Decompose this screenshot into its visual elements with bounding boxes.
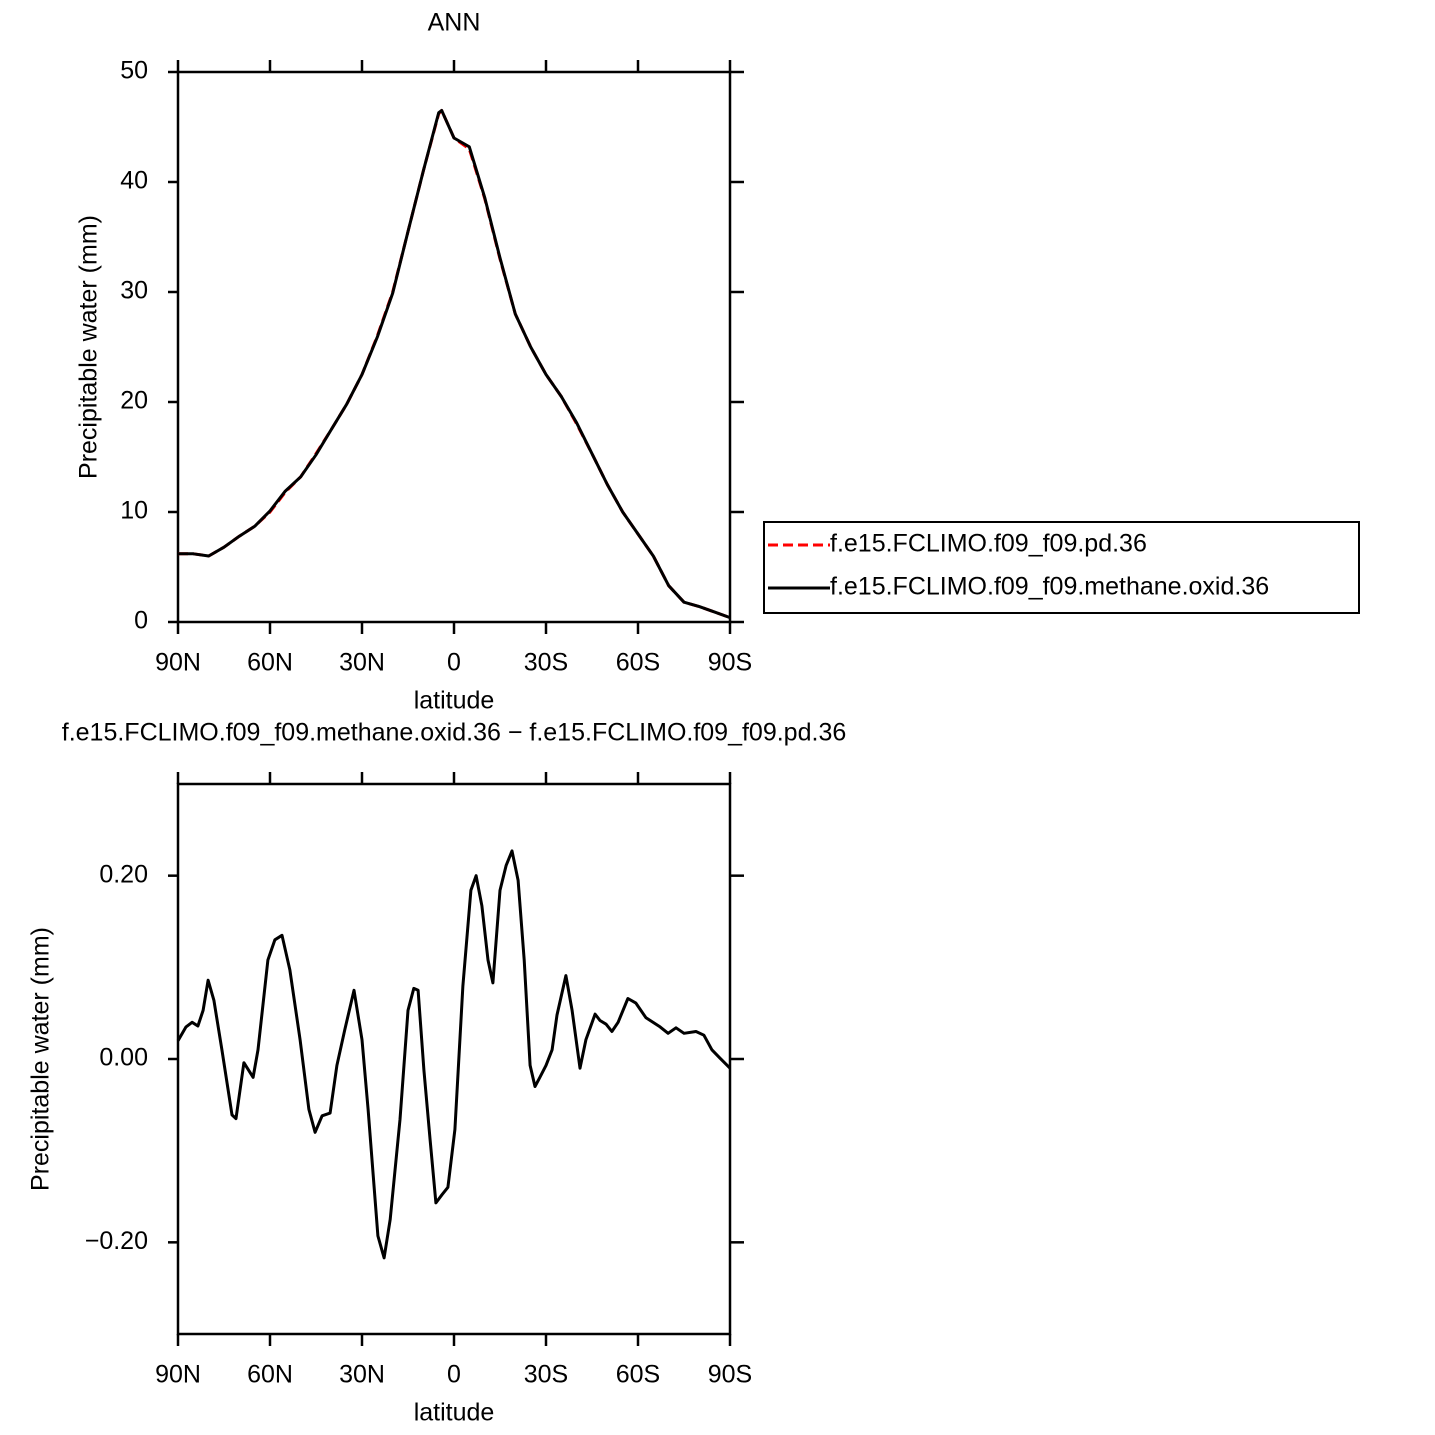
chart-title: ANN bbox=[428, 9, 481, 37]
x-tick-label: 90S bbox=[708, 649, 752, 677]
data-line bbox=[178, 109, 731, 620]
data-line bbox=[178, 109, 731, 620]
legend-label: f.e15.FCLIMO.f09_f09.pd.36 bbox=[830, 530, 1147, 558]
y-tick-label: 0.00 bbox=[99, 1044, 148, 1072]
x-tick-label: 30S bbox=[524, 649, 568, 677]
y-tick-label: 40 bbox=[120, 167, 148, 195]
data-line bbox=[176, 849, 732, 1260]
x-tick-label: 90S bbox=[708, 1361, 752, 1389]
x-tick-label: 30N bbox=[339, 649, 385, 677]
x-tick-label: 60S bbox=[616, 649, 660, 677]
x-tick-label: 90N bbox=[155, 649, 201, 677]
y-axis-label: Precipitable water (mm) bbox=[75, 215, 103, 479]
x-tick-label: 90N bbox=[155, 1361, 201, 1389]
x-tick-label: 60N bbox=[247, 649, 293, 677]
y-tick-label: −0.20 bbox=[85, 1227, 148, 1255]
y-tick-label: 50 bbox=[120, 57, 148, 85]
legend-label: f.e15.FCLIMO.f09_f09.methane.oxid.36 bbox=[830, 573, 1269, 601]
y-tick-label: 30 bbox=[120, 277, 148, 305]
x-tick-label: 0 bbox=[447, 649, 461, 677]
plot-frame bbox=[176, 70, 732, 624]
x-tick-label: 30S bbox=[524, 1361, 568, 1389]
plot-frame bbox=[176, 782, 732, 1336]
y-tick-label: 0.20 bbox=[99, 860, 148, 888]
chart-title: f.e15.FCLIMO.f09_f09.methane.oxid.36 − f… bbox=[62, 719, 847, 747]
y-tick-label: 10 bbox=[120, 497, 148, 525]
x-axis-label: latitude bbox=[414, 687, 495, 715]
legend-box bbox=[763, 521, 1360, 614]
x-tick-label: 60S bbox=[616, 1361, 660, 1389]
x-tick-label: 30N bbox=[339, 1361, 385, 1389]
x-axis-label: latitude bbox=[414, 1399, 495, 1427]
x-tick-label: 0 bbox=[447, 1361, 461, 1389]
y-tick-label: 20 bbox=[120, 387, 148, 415]
y-axis-label: Precipitable water (mm) bbox=[27, 927, 55, 1191]
x-tick-label: 60N bbox=[247, 1361, 293, 1389]
y-tick-label: 0 bbox=[134, 607, 148, 635]
